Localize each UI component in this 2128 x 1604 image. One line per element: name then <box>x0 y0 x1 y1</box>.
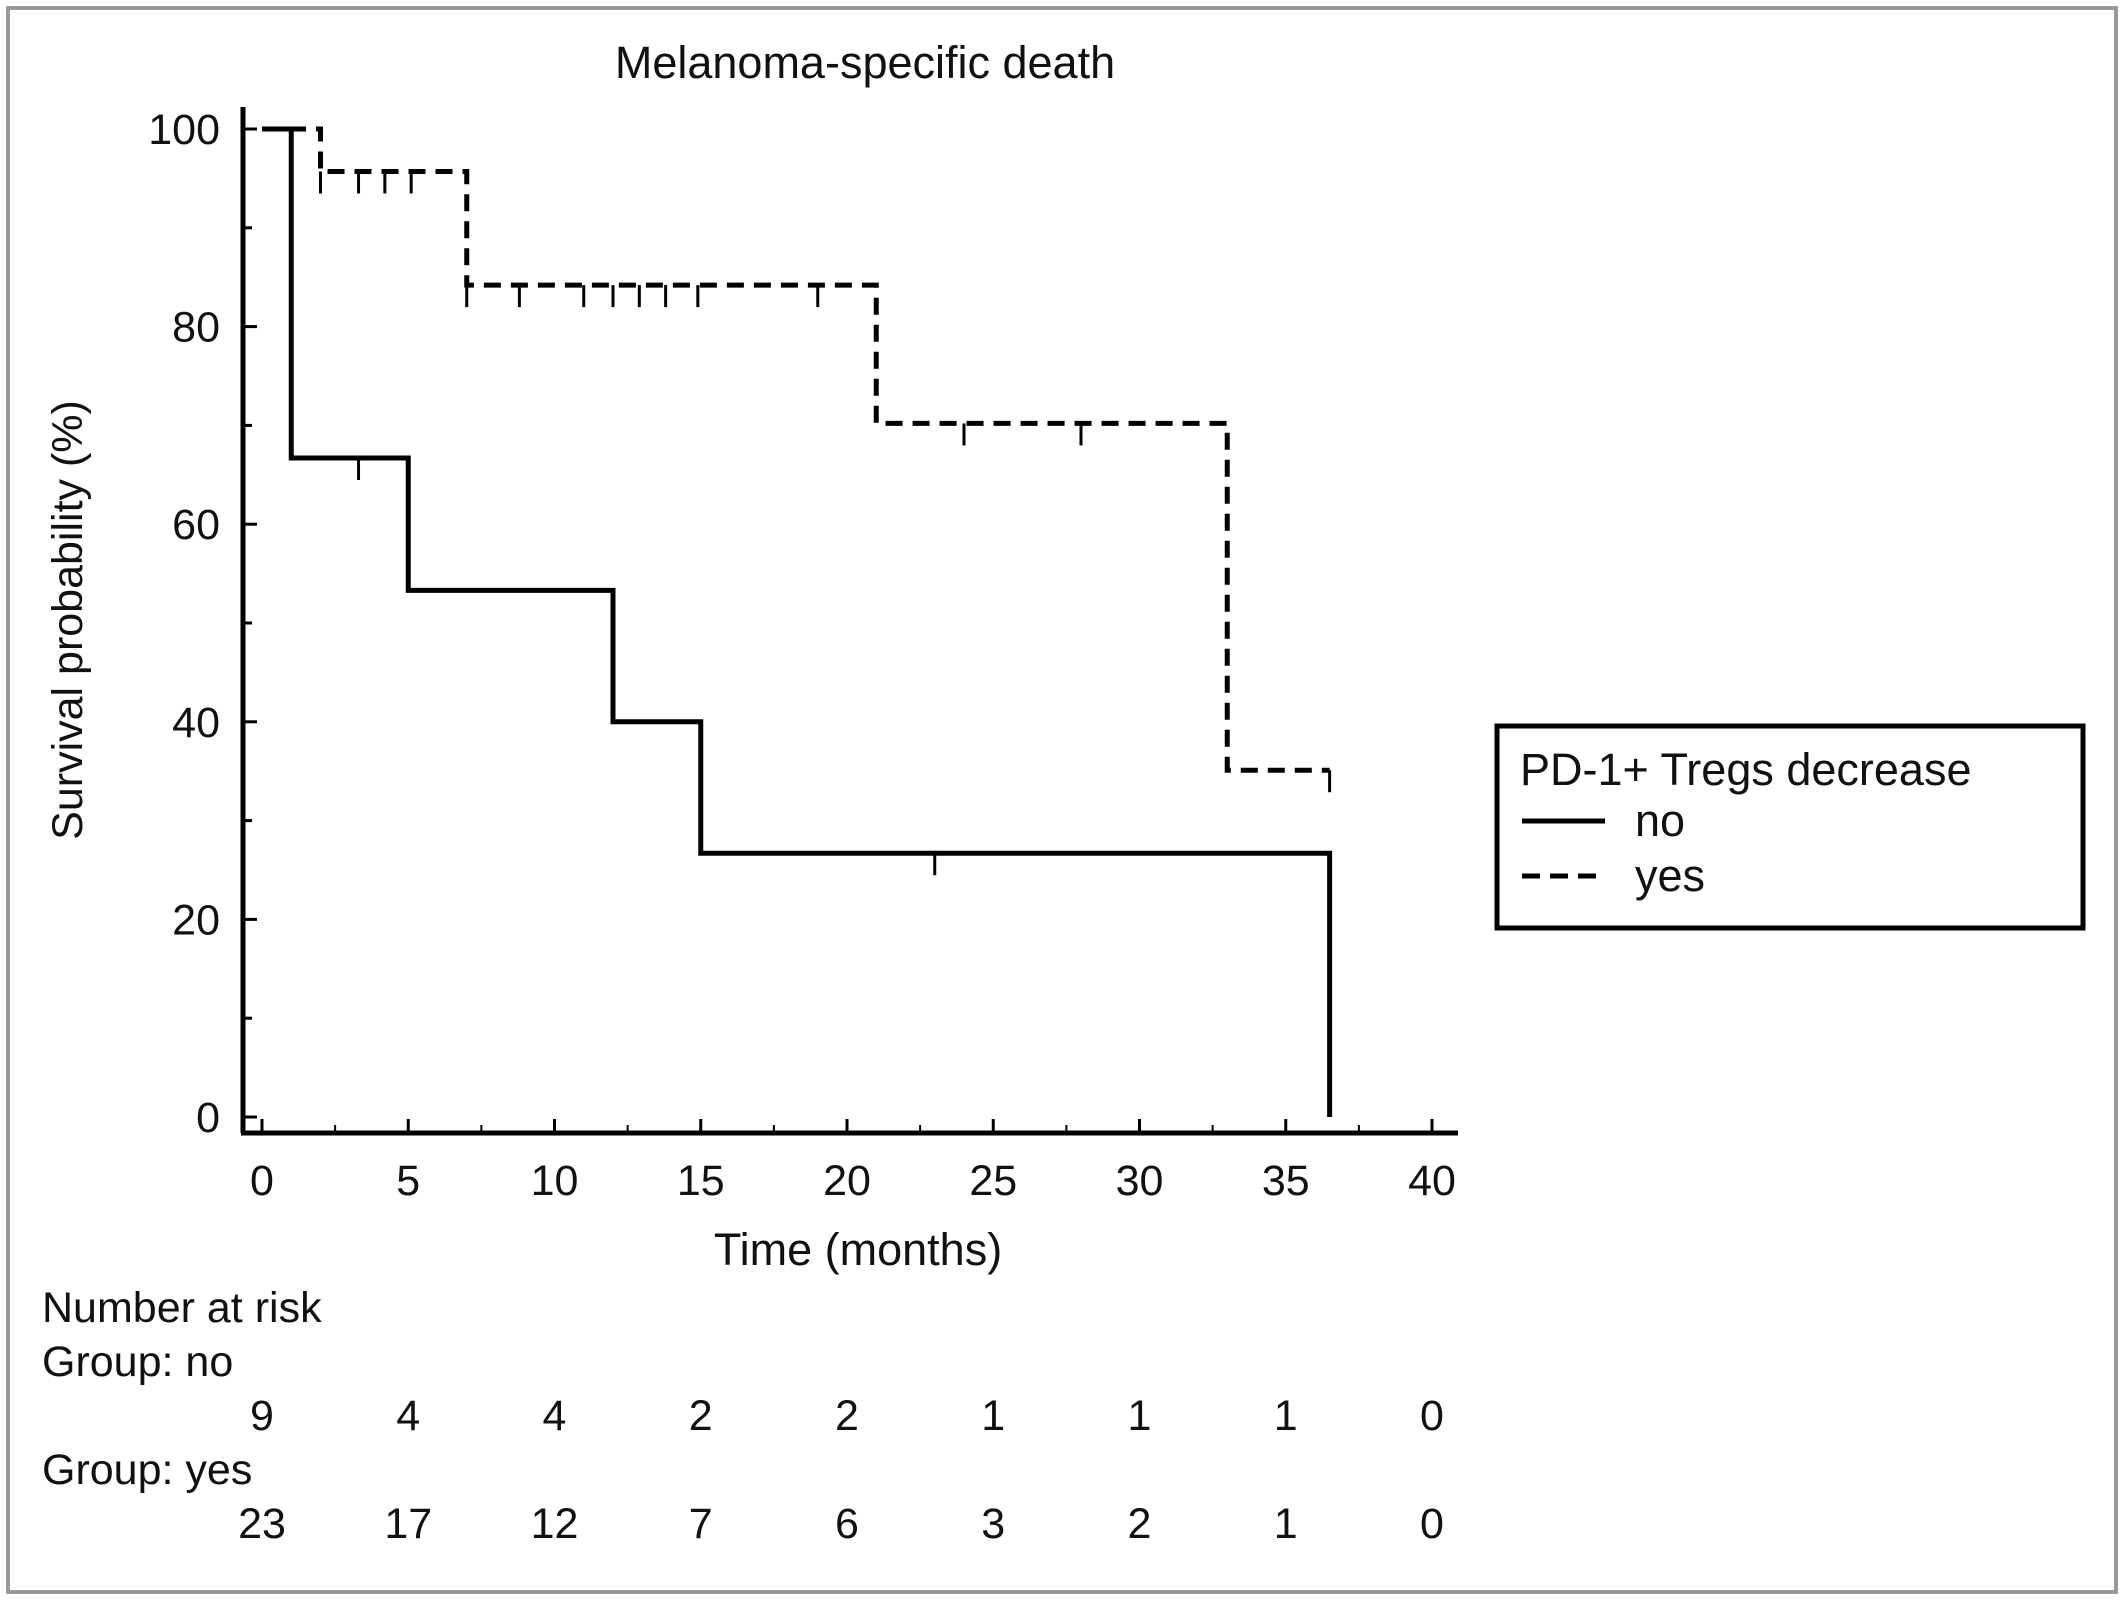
risk-group-label-yes: Group: yes <box>42 1446 252 1494</box>
x-tick-label: 5 <box>396 1157 420 1205</box>
axes <box>240 107 1458 1136</box>
risk-count: 1 <box>1274 1500 1298 1548</box>
risk-group-label-no: Group: no <box>42 1338 233 1386</box>
legend-label-no: no <box>1635 795 1685 846</box>
x-tick-label: 20 <box>823 1157 871 1205</box>
risk-count: 1 <box>1128 1392 1152 1440</box>
risk-row-no: 9 4 4 2 2 1 1 1 0 <box>250 1392 1444 1440</box>
y-tick-label: 20 <box>172 896 220 944</box>
risk-count: 4 <box>543 1392 567 1440</box>
y-tick-label: 80 <box>172 304 220 352</box>
chart-title: Melanoma-specific death <box>615 37 1115 88</box>
risk-count: 2 <box>835 1392 859 1440</box>
y-tick-label: 40 <box>172 699 220 747</box>
risk-count: 0 <box>1420 1500 1444 1548</box>
survival-curves <box>262 126 1333 1117</box>
tick-labels: 0 20 40 60 80 100 0 5 10 15 20 25 30 35 40 <box>148 106 1456 1205</box>
x-tick-label: 40 <box>1408 1157 1456 1205</box>
y-tick-label: 60 <box>172 501 220 549</box>
x-tick-label: 35 <box>1262 1157 1310 1205</box>
risk-count: 7 <box>689 1500 713 1548</box>
x-tick-label: 15 <box>677 1157 725 1205</box>
risk-count: 0 <box>1420 1392 1444 1440</box>
x-tick-label: 10 <box>531 1157 579 1205</box>
y-tick-label: 100 <box>148 106 220 154</box>
y-axis-label: Survival probability (%) <box>44 400 92 840</box>
risk-count: 1 <box>1274 1392 1298 1440</box>
legend-box <box>1494 723 2086 931</box>
figure-frame <box>6 6 2118 1594</box>
legend-title: PD-1+ Tregs decrease <box>1520 744 1971 795</box>
risk-count: 1 <box>981 1392 1005 1440</box>
legend: PD-1+ Tregs decrease no yes <box>1494 723 2086 931</box>
legend-label-yes: yes <box>1635 850 1705 901</box>
x-tick-label: 0 <box>250 1157 274 1205</box>
risk-count: 17 <box>384 1500 432 1548</box>
curve-yes <box>262 126 1330 773</box>
x-tick-label: 25 <box>969 1157 1017 1205</box>
risk-count: 23 <box>238 1500 286 1548</box>
x-axis-label: Time (months) <box>714 1224 1002 1275</box>
risk-count: 3 <box>981 1500 1005 1548</box>
risk-count: 4 <box>396 1392 420 1440</box>
risk-table: Number at risk Group: no Group: yes 9 4 4 2… <box>42 1284 1444 1548</box>
risk-table-title: Number at risk <box>42 1284 322 1332</box>
risk-count: 2 <box>1128 1500 1152 1548</box>
y-tick-label: 0 <box>196 1094 220 1142</box>
risk-count: 2 <box>689 1392 713 1440</box>
risk-count: 12 <box>531 1500 579 1548</box>
x-tick-label: 30 <box>1116 1157 1164 1205</box>
risk-count: 9 <box>250 1392 274 1440</box>
curve-no <box>262 126 1333 1117</box>
risk-row-yes: 23 17 12 7 6 3 2 1 0 <box>238 1500 1444 1548</box>
risk-count: 6 <box>835 1500 859 1548</box>
